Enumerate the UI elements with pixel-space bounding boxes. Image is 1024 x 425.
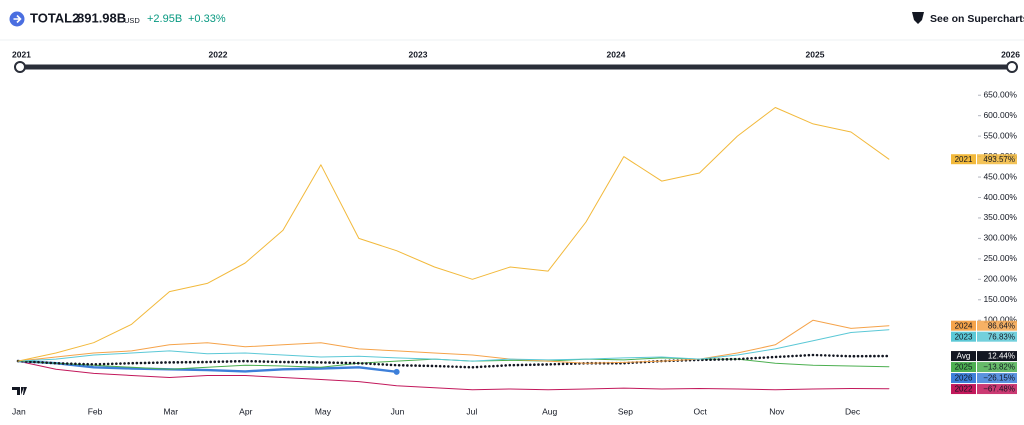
value-badge-label: −26.15%: [983, 374, 1015, 383]
series-badge-name: 2021: [955, 155, 973, 164]
value-badge: [977, 331, 1017, 342]
value-badge-label: −13.82%: [983, 363, 1015, 372]
currency: USD: [124, 16, 140, 25]
timeline-year: 2026: [1001, 49, 1020, 59]
series-line: [17, 107, 890, 362]
series-badge-name: 2026: [955, 374, 973, 383]
value-badge: [977, 373, 1017, 384]
y-tick-label: 350.00%: [983, 212, 1017, 222]
value-badge: [977, 320, 1017, 331]
x-tick-label: Jan: [12, 406, 26, 416]
value-badge: [977, 351, 1017, 362]
series-badge-name: Avg: [957, 352, 971, 361]
series-badge-name: 2024: [955, 321, 973, 330]
x-tick-label: Jun: [391, 406, 405, 416]
current-point: [393, 368, 400, 375]
y-tick-label: 450.00%: [983, 171, 1017, 181]
y-tick-label: 600.00%: [983, 110, 1017, 120]
y-tick-label: 400.00%: [983, 192, 1017, 202]
supercharts-icon[interactable]: [912, 12, 924, 24]
x-tick-label: Sep: [618, 406, 633, 416]
x-tick-label: Apr: [239, 406, 252, 416]
series-line: [17, 319, 890, 364]
series-badge: [951, 373, 976, 384]
x-tick-label: Jul: [466, 406, 477, 416]
value-badge: [977, 154, 1017, 165]
change-percent: +0.33%: [188, 13, 226, 25]
value-badge: [977, 362, 1017, 373]
value-badge-label: 76.83%: [988, 332, 1015, 341]
y-tick-label: 150.00%: [983, 294, 1017, 304]
timeline-year: 2024: [607, 49, 626, 59]
y-tick-label: 250.00%: [983, 253, 1017, 263]
change: +2.95B: [147, 13, 182, 25]
series-badge: [951, 331, 976, 342]
value-badge-label: −67.48%: [983, 385, 1015, 394]
x-tick-label: Dec: [845, 406, 861, 416]
x-tick-label: May: [315, 406, 332, 416]
series-badge: [951, 384, 976, 395]
series-badge: [951, 351, 976, 362]
x-tick-label: Oct: [694, 406, 708, 416]
x-tick-label: Mar: [163, 406, 178, 416]
range-handle-start[interactable]: [14, 61, 26, 73]
tradingview-logo: [12, 387, 27, 395]
timeline-year: 2022: [209, 49, 228, 59]
series-line: [16, 353, 891, 369]
value-badge-label: 12.44%: [988, 352, 1015, 361]
value-badge: [977, 384, 1017, 395]
series-line: [17, 360, 890, 391]
timeline-year: 2025: [806, 49, 825, 59]
series-badge: [951, 154, 976, 165]
y-tick-label: 550.00%: [983, 130, 1017, 140]
series-badge-name: 2025: [955, 363, 973, 372]
price: 891.98B: [77, 10, 126, 25]
series-badge-name: 2022: [955, 385, 973, 394]
y-tick-label: 100.00%: [983, 314, 1017, 324]
value-badge-label: 493.57%: [983, 155, 1015, 164]
series-line: [16, 359, 398, 373]
value-badge-label: 86.64%: [988, 321, 1015, 330]
series-badge: [951, 320, 976, 331]
y-tick-label: 200.00%: [983, 274, 1017, 284]
timeline-year: 2021: [12, 49, 31, 59]
x-tick-label: Nov: [769, 406, 785, 416]
series-line: [17, 329, 890, 362]
y-tick-label: 300.00%: [983, 233, 1017, 243]
range-handle-end[interactable]: [1006, 61, 1018, 73]
x-tick-label: Aug: [542, 406, 557, 416]
supercharts-link[interactable]: See on Supercharts: [930, 13, 1024, 25]
y-tick-label: 650.00%: [983, 89, 1017, 99]
x-tick-label: Feb: [88, 406, 103, 416]
series-badge-name: 2023: [955, 332, 973, 341]
timeline-year: 2023: [409, 49, 428, 59]
series-badge: [951, 362, 976, 373]
symbol[interactable]: TOTAL2: [30, 10, 79, 25]
symbol-logo-glyph: [13, 14, 22, 24]
